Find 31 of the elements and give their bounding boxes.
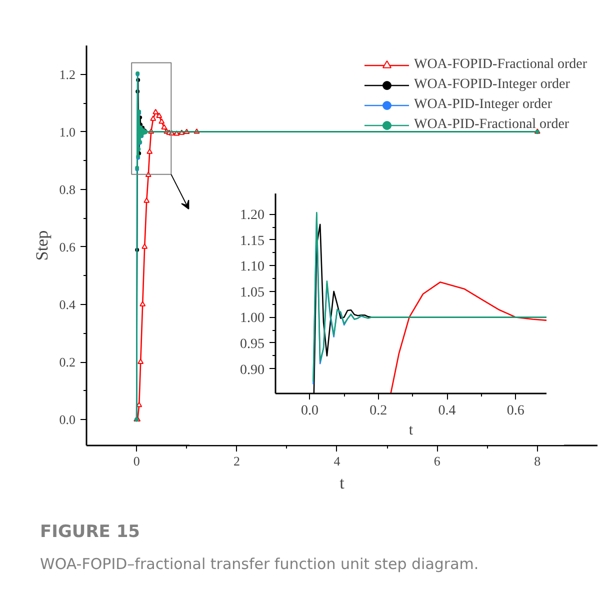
x-tick-label: 0.2 — [370, 404, 388, 418]
legend-label: WOA-FOPID-Integer order — [414, 77, 570, 93]
y-tick-label: 1.15 — [240, 234, 264, 249]
x-tick-label: 0.4 — [438, 404, 456, 418]
y-tick-label: 0.4 — [59, 296, 76, 312]
y-tick-label: 0.2 — [59, 354, 76, 370]
legend-label: WOA-PID-Integer order — [414, 97, 552, 113]
legend-label: WOA-PID-Fractional order — [414, 117, 570, 133]
text: WOA-FOPID–fractional transfer function unit step diagram. — [40, 554, 479, 576]
x-axis-title: t — [340, 474, 345, 492]
x-tick-label: 8 — [534, 454, 541, 468]
x-tick-label: 4 — [334, 454, 341, 468]
x-tick-label: 0 — [133, 454, 140, 468]
y-tick-label: 1.20 — [240, 208, 264, 224]
y-tick-label: 1.2 — [59, 66, 76, 82]
y-tick-label: 0.6 — [59, 239, 76, 254]
legend-label: WOA-FOPID-Fractional order — [414, 57, 587, 73]
y-tick-label: 0.90 — [240, 362, 264, 378]
y-tick-label: 1.10 — [240, 260, 264, 275]
x-axis-title: t — [408, 422, 414, 438]
y-tick-label: 1.00 — [240, 311, 264, 326]
x-tick-label: 0.0 — [301, 404, 319, 418]
y-tick-label: 1.0 — [59, 124, 76, 140]
x-tick-label: 2 — [234, 454, 240, 468]
y-tick-label: 1.05 — [240, 285, 264, 300]
y-tick-label: 0.95 — [240, 336, 264, 352]
y-tick-label: 0.8 — [59, 182, 76, 197]
x-tick-label: 0.6 — [506, 404, 524, 418]
x-tick-label: 6 — [434, 454, 441, 468]
y-axis-title: Step — [32, 230, 52, 261]
caption: FIGURE 15 — [40, 521, 140, 544]
